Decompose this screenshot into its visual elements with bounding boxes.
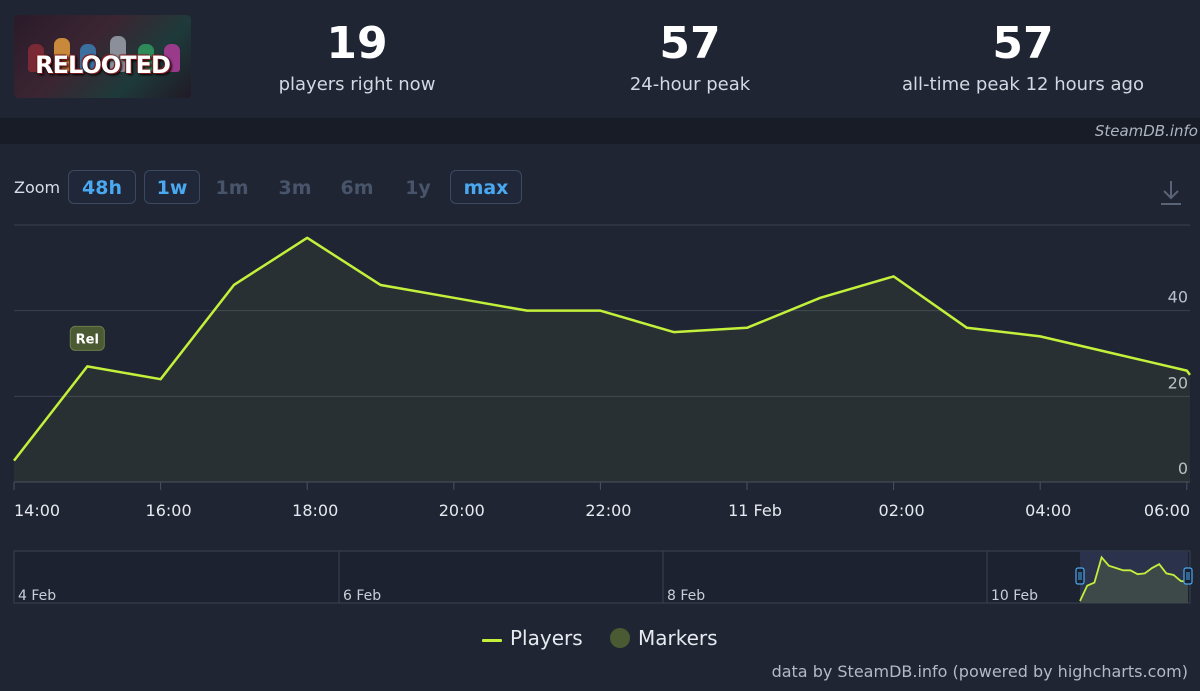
line-swatch-icon: [482, 639, 502, 642]
data-point: [672, 330, 676, 334]
navigator-label: 8 Feb: [667, 588, 705, 604]
series-area: [14, 237, 1190, 482]
players-series-line: [13, 236, 1192, 462]
logo-character-icon: [164, 44, 180, 72]
navigator-label: 6 Feb: [343, 588, 381, 604]
data-point: [892, 274, 896, 278]
navigator-right-handle[interactable]: [1183, 567, 1193, 585]
data-point: [745, 326, 749, 330]
x-tick-label: 22:00: [585, 501, 631, 520]
zoom-1y-button[interactable]: 1y: [405, 177, 431, 199]
stat-label: 24-hour peak: [629, 74, 751, 95]
legend-players-label: Players: [510, 626, 583, 650]
stat-24h-peak: 57 24-hour peak: [540, 18, 840, 95]
data-point: [305, 236, 309, 240]
stat-current-players: 19 players right now: [207, 18, 507, 95]
stat-value: 19: [326, 18, 388, 69]
zoom-max-button[interactable]: max: [450, 170, 522, 204]
stat-value: 57: [659, 18, 721, 69]
zoom-6m-button[interactable]: 6m: [340, 177, 374, 199]
data-point: [1185, 369, 1189, 373]
logo-character-icon: [28, 44, 44, 72]
zoom-label: Zoom: [14, 178, 61, 197]
highcharts-credit[interactable]: data by SteamDB.info (powered by highcha…: [771, 662, 1188, 681]
data-point: [12, 459, 16, 463]
stat-label: all-time peak 12 hours ago: [901, 74, 1144, 95]
credit-band: SteamDB.info: [0, 118, 1200, 144]
stat-value: 57: [992, 18, 1054, 69]
logo-character-icon: [80, 44, 96, 72]
release-marker: [69, 325, 105, 351]
relooted-logo[interactable]: RELOOTED: [14, 15, 191, 98]
navigator-label: 4 Feb: [18, 588, 56, 604]
x-tick-label: 18:00: [292, 501, 338, 520]
zoom-48h-button[interactable]: 48h: [68, 170, 136, 204]
data-point: [159, 377, 163, 381]
logo-text: RELOOTED: [35, 51, 171, 79]
x-tick-label: 20:00: [439, 501, 485, 520]
navigator-label: 10 Feb: [991, 588, 1038, 604]
logo-character-icon: [110, 36, 126, 72]
data-point: [1188, 373, 1192, 377]
logo-character-icon: [138, 44, 154, 72]
data-point: [452, 296, 456, 300]
data-point: [965, 326, 969, 330]
x-tick-label: 06:00: [1144, 501, 1190, 520]
data-point: [1112, 352, 1116, 356]
marker-swatch-icon: [610, 628, 630, 648]
steamdb-credit[interactable]: SteamDB.info: [1094, 122, 1198, 140]
data-point: [525, 309, 529, 313]
zoom-1m-button[interactable]: 1m: [215, 177, 249, 199]
zoom-1w-button[interactable]: 1w: [144, 170, 200, 204]
stat-label: players right now: [278, 74, 436, 95]
zoom-3m-button[interactable]: 3m: [278, 177, 312, 199]
x-tick-label: 16:00: [146, 501, 192, 520]
y-tick-label: 40: [1168, 288, 1188, 307]
navigator-mini-line: [1079, 555, 1189, 602]
navigator-left-handle[interactable]: [1075, 567, 1085, 585]
data-point: [598, 309, 602, 313]
stat-all-time-peak: 57 all-time peak 12 hours ago: [873, 18, 1173, 95]
data-point: [818, 296, 822, 300]
data-point: [85, 364, 89, 368]
legend-markers-label: Markers: [638, 626, 718, 650]
y-tick-label: 0: [1178, 459, 1188, 478]
logo-character-icon: [54, 38, 70, 72]
download-icon[interactable]: [1158, 178, 1184, 208]
data-point: [1038, 334, 1042, 338]
navigator-window: [1080, 551, 1188, 603]
x-tick-label: 11 Feb: [728, 501, 782, 520]
data-point: [379, 283, 383, 287]
y-tick-label: 20: [1168, 373, 1188, 392]
x-tick-label: 02:00: [879, 501, 925, 520]
data-point: [232, 283, 236, 287]
navigator-frame: [13, 550, 1191, 604]
x-tick-label: 14:00: [14, 501, 60, 520]
navigator-mini-area: [1080, 557, 1188, 603]
release-marker-label: Rel: [76, 332, 99, 347]
stats-header: RELOOTED 19 players right now 57 24-hour…: [0, 0, 1200, 118]
x-tick-label: 04:00: [1025, 501, 1071, 520]
